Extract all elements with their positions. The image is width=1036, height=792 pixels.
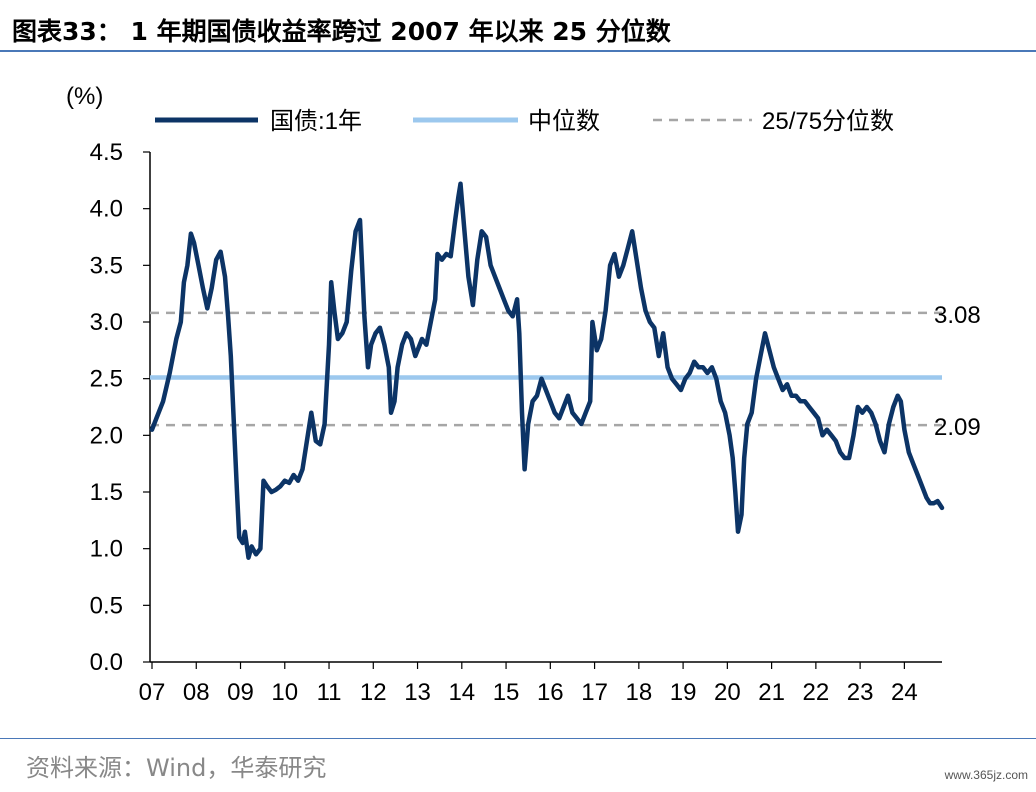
x-tick-label: 15	[493, 679, 520, 706]
quantile-value-label: 2.09	[934, 414, 981, 441]
x-tick-label: 21	[758, 679, 785, 706]
y-tick-label: 0.0	[90, 649, 123, 676]
legend: 国债:1年 中位数 25/75分位数	[155, 108, 894, 135]
x-tick-label: 22	[803, 679, 830, 706]
series-layer	[149, 181, 945, 560]
y-tick-label: 0.5	[90, 592, 123, 619]
footer-rule	[0, 738, 1036, 739]
series-line-1y-bond	[149, 181, 945, 560]
y-tick-label: 4.0	[90, 196, 123, 223]
x-tick-label: 09	[227, 679, 254, 706]
x-tick-label: 19	[670, 679, 697, 706]
x-tick-label: 16	[537, 679, 564, 706]
x-tick-label: 17	[581, 679, 608, 706]
y-tick-label: 2.5	[90, 366, 123, 393]
x-tick-label: 07	[139, 679, 166, 706]
x-tick-label: 18	[625, 679, 652, 706]
reference-lines: 2.09 3.08	[150, 302, 981, 441]
source-note: 资料来源：Wind，华泰研究	[26, 754, 327, 782]
watermark: www.365jz.com	[944, 768, 1028, 782]
x-tick-label: 23	[847, 679, 874, 706]
page-title: 图表33： 1 年期国债收益率跨过 2007 年以来 25 分位数	[12, 17, 671, 46]
y-axis-unit-label: (%)	[66, 83, 103, 110]
y-tick-label: 4.5	[90, 139, 123, 166]
title-rule	[0, 50, 1036, 52]
y-tick-label: 1.5	[90, 479, 123, 506]
legend-label-median: 中位数	[528, 108, 600, 135]
x-tick-label: 11	[317, 679, 342, 706]
x-tick-label: 10	[271, 679, 298, 706]
x-tick-label: 24	[891, 679, 918, 706]
y-tick-label: 3.0	[90, 309, 123, 336]
x-tick-label: 08	[183, 679, 210, 706]
y-tick-label: 3.5	[90, 252, 123, 279]
x-tick-label: 14	[448, 679, 475, 706]
axes: 0.0 0.5 1.0 1.5 2.0 2.5 3.0 3.5 4.0 4.5 07 08 09 10 11…	[90, 139, 942, 706]
y-tick-label: 1.0	[90, 536, 123, 563]
quantile-value-label: 3.08	[934, 302, 981, 329]
y-tick-label: 2.0	[90, 422, 123, 449]
x-tick-label: 13	[404, 679, 431, 706]
legend-label-quantile: 25/75分位数	[762, 108, 894, 135]
x-tick-label: 12	[360, 679, 387, 706]
legend-label-series: 国债:1年	[270, 108, 362, 135]
x-tick-label: 20	[714, 679, 741, 706]
